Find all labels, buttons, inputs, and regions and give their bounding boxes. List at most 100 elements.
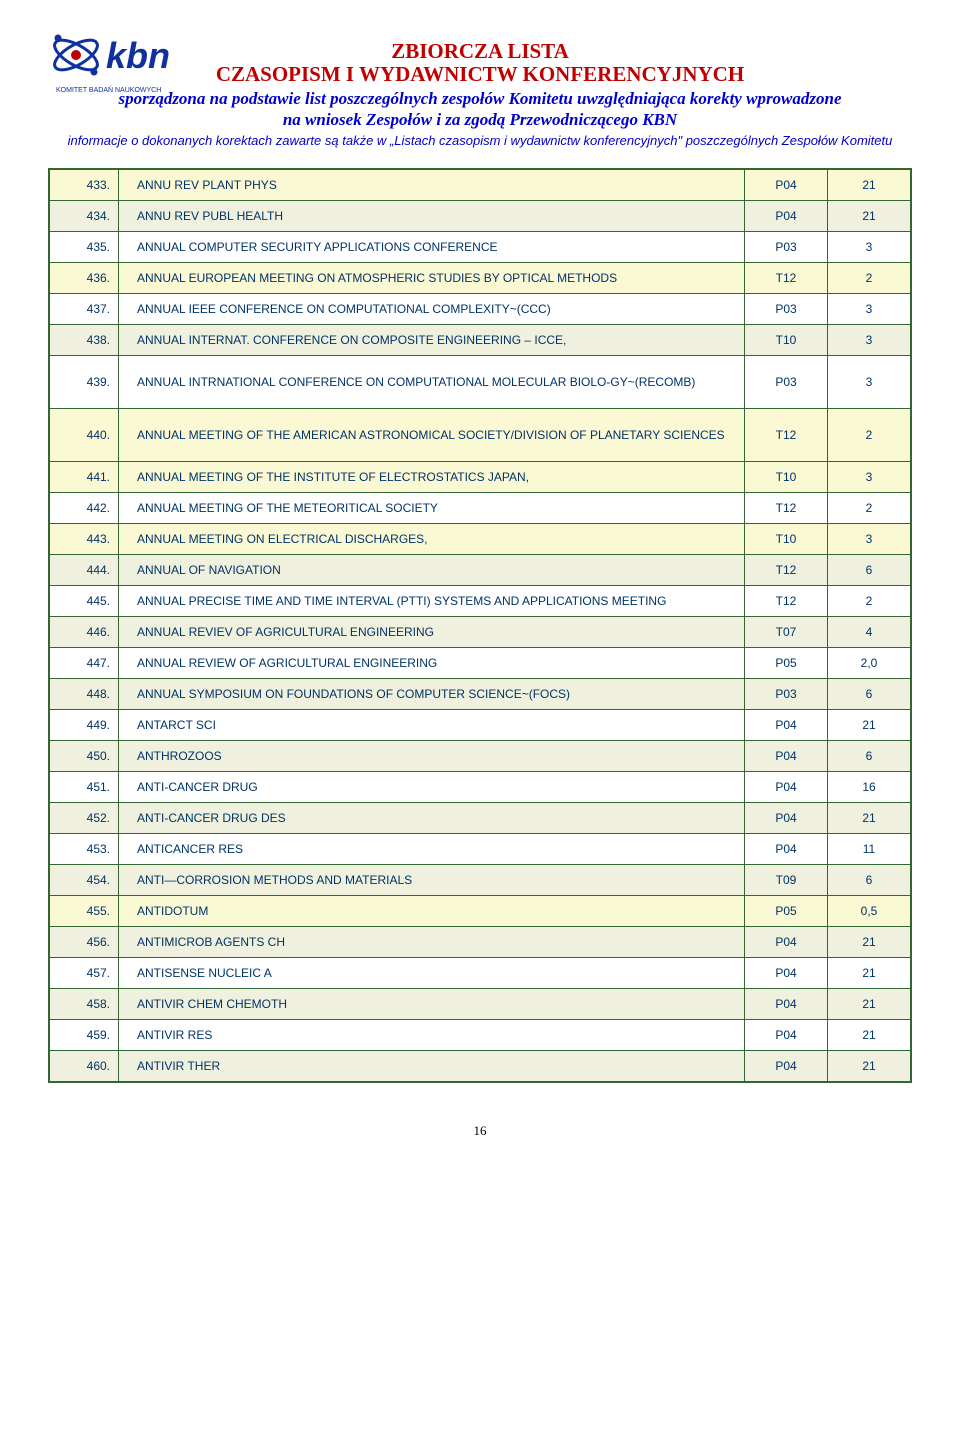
table-row: 458.ANTIVIR CHEM CHEMOTHP0421 bbox=[50, 989, 910, 1020]
journal-code: P03 bbox=[745, 356, 828, 408]
table-row: 439.ANNUAL INTRNATIONAL CONFERENCE ON CO… bbox=[50, 356, 910, 409]
row-number: 436. bbox=[50, 263, 119, 293]
table-row: 451.ANTI-CANCER DRUGP0416 bbox=[50, 772, 910, 803]
row-number: 453. bbox=[50, 834, 119, 864]
journal-code: P03 bbox=[745, 232, 828, 262]
table-row: 447.ANNUAL REVIEW OF AGRICULTURAL ENGINE… bbox=[50, 648, 910, 679]
journal-name: ANTHROZOOS bbox=[119, 741, 745, 771]
page: kbn KOMITET BADAŃ NAUKOWYCH ZBIORCZA LIS… bbox=[0, 0, 960, 1179]
table-row: 452.ANTI-CANCER DRUG DESP0421 bbox=[50, 803, 910, 834]
journal-name: ANTICANCER RES bbox=[119, 834, 745, 864]
row-number: 440. bbox=[50, 409, 119, 461]
journal-name: ANNUAL REVIEV OF AGRICULTURAL ENGINEERIN… bbox=[119, 617, 745, 647]
journal-value: 3 bbox=[828, 232, 910, 262]
table-row: 449.ANTARCT SCIP0421 bbox=[50, 710, 910, 741]
journal-name: ANNUAL OF NAVIGATION bbox=[119, 555, 745, 585]
row-number: 441. bbox=[50, 462, 119, 492]
journal-code: P05 bbox=[745, 896, 828, 926]
journal-name: ANNUAL EUROPEAN MEETING ON ATMOSPHERIC S… bbox=[119, 263, 745, 293]
journal-value: 2 bbox=[828, 263, 910, 293]
table-row: 441.ANNUAL MEETING OF THE INSTITUTE OF E… bbox=[50, 462, 910, 493]
journal-code: P04 bbox=[745, 927, 828, 957]
journal-name: ANNU REV PUBL HEALTH bbox=[119, 201, 745, 231]
journal-code: T12 bbox=[745, 409, 828, 461]
journal-code: P03 bbox=[745, 679, 828, 709]
journal-code: P04 bbox=[745, 989, 828, 1019]
journal-code: T10 bbox=[745, 524, 828, 554]
row-number: 446. bbox=[50, 617, 119, 647]
journal-value: 2,0 bbox=[828, 648, 910, 678]
table-row: 433.ANNU REV PLANT PHYSP0421 bbox=[50, 170, 910, 201]
table-row: 435.ANNUAL COMPUTER SECURITY APPLICATION… bbox=[50, 232, 910, 263]
journal-name: ANNUAL MEETING OF THE AMERICAN ASTRONOMI… bbox=[119, 409, 745, 461]
table-row: 446.ANNUAL REVIEV OF AGRICULTURAL ENGINE… bbox=[50, 617, 910, 648]
journal-name: ANNUAL COMPUTER SECURITY APPLICATIONS CO… bbox=[119, 232, 745, 262]
table-row: 444.ANNUAL OF NAVIGATIONT126 bbox=[50, 555, 910, 586]
journal-code: P04 bbox=[745, 170, 828, 200]
row-number: 445. bbox=[50, 586, 119, 616]
row-number: 433. bbox=[50, 170, 119, 200]
journal-value: 2 bbox=[828, 586, 910, 616]
table-row: 443.ANNUAL MEETING ON ELECTRICAL DISCHAR… bbox=[50, 524, 910, 555]
journal-code: P04 bbox=[745, 201, 828, 231]
row-number: 457. bbox=[50, 958, 119, 988]
table-row: 445.ANNUAL PRECISE TIME AND TIME INTERVA… bbox=[50, 586, 910, 617]
journal-value: 21 bbox=[828, 958, 910, 988]
journal-code: P04 bbox=[745, 834, 828, 864]
journal-code: P04 bbox=[745, 710, 828, 740]
table-row: 448.ANNUAL SYMPOSIUM ON FOUNDATIONS OF C… bbox=[50, 679, 910, 710]
journal-code: P04 bbox=[745, 958, 828, 988]
table-row: 457.ANTISENSE NUCLEIC AP0421 bbox=[50, 958, 910, 989]
journal-code: T12 bbox=[745, 586, 828, 616]
row-number: 443. bbox=[50, 524, 119, 554]
journal-value: 21 bbox=[828, 989, 910, 1019]
journal-value: 6 bbox=[828, 679, 910, 709]
table-row: 455.ANTIDOTUMP050,5 bbox=[50, 896, 910, 927]
table-row: 454. ANTI—CORROSION METHODS AND MATERIAL… bbox=[50, 865, 910, 896]
subtitle-line2: na wniosek Zespołów i za zgodą Przewodni… bbox=[48, 109, 912, 130]
page-number: 16 bbox=[48, 1123, 912, 1139]
journal-value: 21 bbox=[828, 1020, 910, 1050]
row-number: 451. bbox=[50, 772, 119, 802]
journal-code: T10 bbox=[745, 462, 828, 492]
table-row: 434.ANNU REV PUBL HEALTHP0421 bbox=[50, 201, 910, 232]
journal-code: P04 bbox=[745, 1020, 828, 1050]
journal-name: ANNUAL SYMPOSIUM ON FOUNDATIONS OF COMPU… bbox=[119, 679, 745, 709]
journal-name: ANTIVIR CHEM CHEMOTH bbox=[119, 989, 745, 1019]
journal-name: ANTIVIR THER bbox=[119, 1051, 745, 1081]
journals-table: 433.ANNU REV PLANT PHYSP0421434.ANNU REV… bbox=[48, 168, 912, 1083]
table-row: 438. ANNUAL INTERNAT. CONFERENCE ON COMP… bbox=[50, 325, 910, 356]
journal-value: 6 bbox=[828, 741, 910, 771]
journal-name: ANTI-CANCER DRUG bbox=[119, 772, 745, 802]
journal-name: ANTISENSE NUCLEIC A bbox=[119, 958, 745, 988]
journal-value: 6 bbox=[828, 555, 910, 585]
journal-name: ANTARCT SCI bbox=[119, 710, 745, 740]
journal-name: ANNUAL MEETING OF THE METEORITICAL SOCIE… bbox=[119, 493, 745, 523]
journal-value: 3 bbox=[828, 356, 910, 408]
row-number: 458. bbox=[50, 989, 119, 1019]
journal-code: P04 bbox=[745, 741, 828, 771]
table-row: 440.ANNUAL MEETING OF THE AMERICAN ASTRO… bbox=[50, 409, 910, 462]
journal-name: ANNUAL MEETING ON ELECTRICAL DISCHARGES, bbox=[119, 524, 745, 554]
table-row: 459.ANTIVIR RESP0421 bbox=[50, 1020, 910, 1051]
header: kbn KOMITET BADAŃ NAUKOWYCH ZBIORCZA LIS… bbox=[48, 20, 912, 148]
row-number: 435. bbox=[50, 232, 119, 262]
journal-value: 3 bbox=[828, 462, 910, 492]
journal-name: ANNUAL INTERNAT. CONFERENCE ON COMPOSITE… bbox=[119, 325, 745, 355]
journal-code: T12 bbox=[745, 263, 828, 293]
row-number: 449. bbox=[50, 710, 119, 740]
journal-name: ANTIDOTUM bbox=[119, 896, 745, 926]
table-row: 453.ANTICANCER RESP0411 bbox=[50, 834, 910, 865]
row-number: 448. bbox=[50, 679, 119, 709]
row-number: 450. bbox=[50, 741, 119, 771]
journal-name: ANTIVIR RES bbox=[119, 1020, 745, 1050]
journal-name: ANTI-CANCER DRUG DES bbox=[119, 803, 745, 833]
kbn-logo: kbn KOMITET BADAŃ NAUKOWYCH bbox=[48, 20, 188, 100]
row-number: 437. bbox=[50, 294, 119, 324]
journal-code: T09 bbox=[745, 865, 828, 895]
table-row: 456.ANTIMICROB AGENTS CHP0421 bbox=[50, 927, 910, 958]
table-row: 460.ANTIVIR THERP0421 bbox=[50, 1051, 910, 1081]
row-number: 434. bbox=[50, 201, 119, 231]
journal-code: P04 bbox=[745, 1051, 828, 1081]
row-number: 454. bbox=[50, 865, 119, 895]
